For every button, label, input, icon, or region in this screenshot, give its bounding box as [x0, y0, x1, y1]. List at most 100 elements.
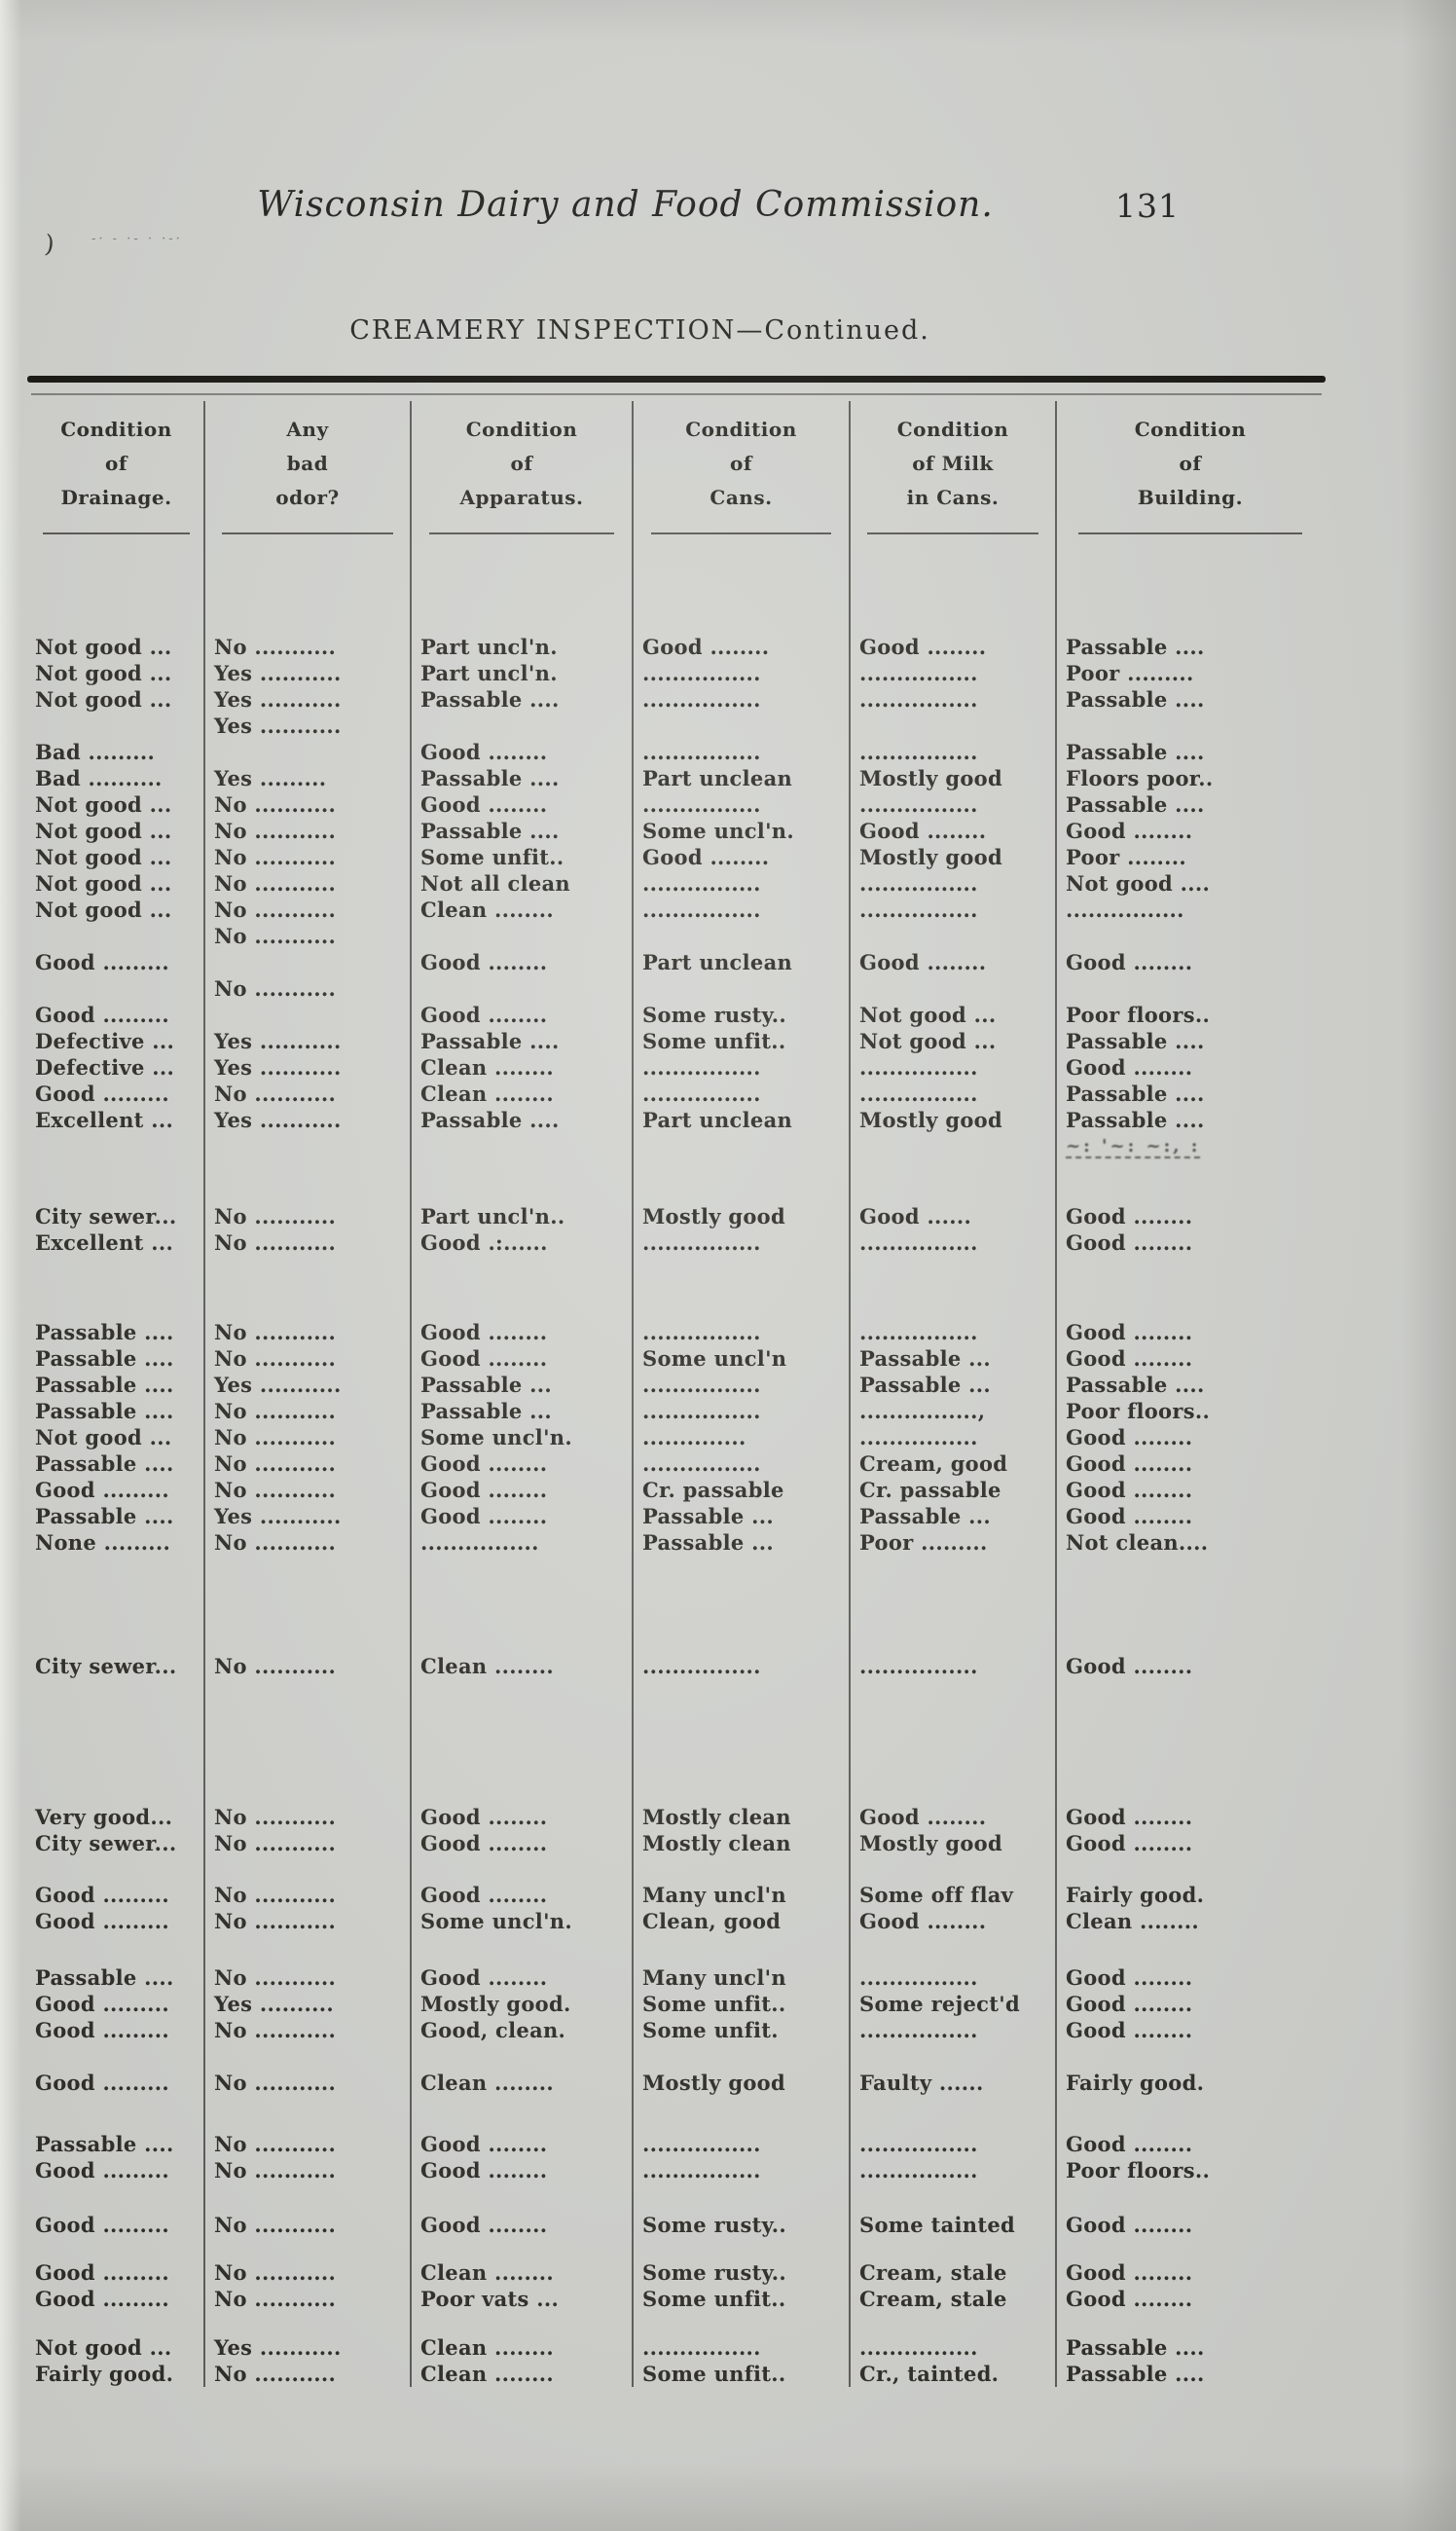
cell-odor: No ...........: [204, 1345, 412, 1372]
cell-drainage: Good .........: [29, 1908, 205, 1934]
cell-apparatus: Passable ...: [411, 1372, 634, 1398]
cell-milk: Mostly good: [850, 765, 1057, 791]
cell-odor: Yes ...........: [204, 1028, 412, 1054]
col-header-cans: Condition of Cans.: [633, 401, 851, 541]
cell-drainage: Passable ....: [29, 1398, 205, 1424]
cell-odor: Yes ...........: [204, 1107, 412, 1133]
cell-cans: [633, 923, 851, 949]
header-line: of: [510, 452, 533, 475]
row-spacer: [29, 2183, 1324, 2212]
cell-cans: Mostly clean: [633, 1830, 851, 1856]
table-row: Passable .... Yes ........... Good .......…: [29, 1503, 1324, 1529]
table-row: Passable .... No ........... Good ........…: [29, 1450, 1324, 1477]
cell-apparatus: Passable ....: [411, 818, 634, 844]
cell-odor: No ...........: [204, 1229, 412, 1256]
header-line: odor?: [275, 486, 340, 509]
cell-apparatus: Passable ....: [411, 1107, 634, 1133]
cell-drainage: Passable ....: [29, 1372, 205, 1398]
spacer-cell: [1056, 2238, 1324, 2259]
cell-apparatus: Part uncl'n.: [411, 660, 634, 686]
cell-building: Good ........: [1066, 1346, 1193, 1371]
header-underline: [43, 532, 190, 534]
spacer-cell: [633, 1556, 851, 1653]
cell-odor: No ...........: [204, 1477, 412, 1503]
cell-milk: ................: [850, 1319, 1057, 1345]
cell-odor: No ...........: [204, 1424, 412, 1450]
table-row: Fairly good. No ........... Clean ........…: [29, 2361, 1324, 2387]
spacer-cell: [1056, 2043, 1324, 2070]
cell-building: Good ........: [1066, 1055, 1193, 1080]
cell-apparatus: Clean ........: [411, 2361, 634, 2387]
cell-apparatus: Clean ........: [411, 897, 634, 923]
header-line: Building.: [1137, 486, 1244, 509]
cell-drainage: City sewer...: [29, 1653, 205, 1679]
cell-milk: ................: [850, 2017, 1057, 2043]
cell-odor: No ...........: [204, 1830, 412, 1856]
cell-milk: ................: [850, 660, 1057, 686]
cell-milk: [850, 1133, 1057, 1159]
cell-building: [1056, 923, 1324, 949]
cell-building: Not good ....: [1066, 871, 1211, 896]
cell-apparatus: Part uncl'n.: [411, 634, 634, 660]
cell-odor: No ...........: [204, 1529, 412, 1556]
row-spacer: [29, 2312, 1324, 2334]
cell-apparatus: Passable ...: [411, 1398, 634, 1424]
cell-building: Good ........: [1066, 950, 1193, 974]
cell-drainage: [29, 1133, 205, 1159]
cell-building: Good ........: [1066, 1965, 1193, 1990]
spacer-cell: [411, 1934, 634, 1964]
cell-cans: Mostly good: [633, 1203, 851, 1229]
cell-drainage: Passable ....: [29, 1964, 205, 1991]
spacer-cell: [411, 1159, 634, 1203]
spacer-cell: [633, 2183, 851, 2212]
cell-cans: ................: [633, 686, 851, 713]
cell-drainage: Excellent ...: [29, 1229, 205, 1256]
cell-drainage: Passable ....: [29, 1319, 205, 1345]
cell-cans: [633, 1133, 851, 1159]
spacer-cell: [204, 1679, 412, 1804]
table-row: Not good ... Yes ........... Clean .......…: [29, 2334, 1324, 2361]
header-line: of: [105, 452, 127, 475]
table-row: Very good... No ........... Good ........ M…: [29, 1804, 1324, 1830]
cell-odor: No ...........: [204, 923, 412, 949]
spacer-cell: [204, 2096, 412, 2131]
spacer-cell: [29, 2043, 205, 2070]
table-row: Passable .... No ........... Good ........…: [29, 2131, 1324, 2157]
header-line: Condition: [60, 418, 172, 441]
cell-building: Good ........: [1066, 1451, 1193, 1476]
cell-building: Fairly good.: [1066, 1883, 1205, 1907]
cell-drainage: None .........: [29, 1529, 205, 1556]
header-line: Condition: [685, 418, 797, 441]
table-row: Good ......... Good ........ Part unclean G…: [29, 949, 1324, 975]
cell-milk: Good ........: [850, 818, 1057, 844]
cell-apparatus: Some uncl'n.: [411, 1908, 634, 1934]
cell-odor: [204, 1002, 412, 1028]
table-row: Good ......... No ........... Poor vats ..…: [29, 2286, 1324, 2312]
cell-apparatus: Good ........: [411, 1964, 634, 1991]
table-row: Good ......... No ........... Good .......…: [29, 1882, 1324, 1908]
cell-cans: ................: [633, 870, 851, 897]
table-row: Not good ... Yes ........... Part uncl'n..…: [29, 660, 1324, 686]
spacer-cell: [29, 2096, 205, 2131]
spacer-cell: [1056, 2183, 1324, 2212]
spacer-cell: [850, 1256, 1057, 1319]
cell-milk: ................: [850, 1054, 1057, 1081]
cell-odor: No ...........: [204, 844, 412, 870]
cell-apparatus: Good ........: [411, 2131, 634, 2157]
cell-milk: ................: [850, 1229, 1057, 1256]
cell-apparatus: Good ........: [411, 791, 634, 818]
ink-artifact-dashes: -· - ·- · ·-·: [91, 232, 183, 246]
cell-cans: [633, 975, 851, 1002]
table-row: Good ......... No ........... Clean ......…: [29, 2070, 1324, 2096]
header-row: Condition of Drainage. Any bad odor? Con…: [29, 401, 1324, 541]
spacer-cell: [633, 1934, 851, 1964]
cell-apparatus: Clean ........: [411, 1081, 634, 1107]
cell-building: Passable ....: [1066, 687, 1205, 712]
cell-building: Poor floors..: [1066, 2158, 1211, 2183]
cell-apparatus: Good ........: [411, 1345, 634, 1372]
spacer-cell: [1056, 1556, 1324, 1653]
cell-milk: ................: [850, 791, 1057, 818]
spacer-cell: [29, 1679, 205, 1804]
cell-building: Poor floors..: [1066, 1399, 1211, 1423]
cell-apparatus: Good ........: [411, 2212, 634, 2238]
